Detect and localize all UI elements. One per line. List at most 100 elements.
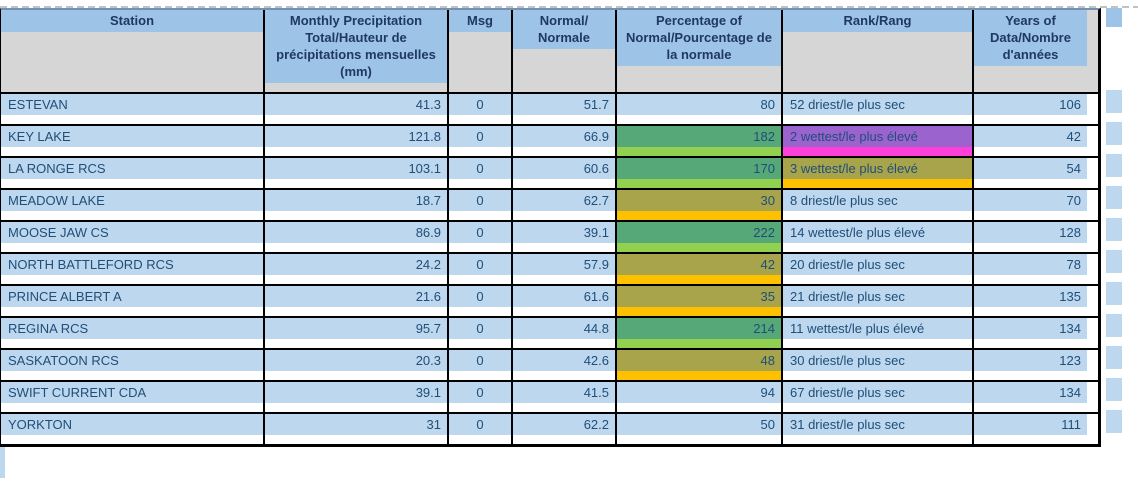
cell-precip[interactable]: 18.7 [265,190,449,220]
cell-precip[interactable]: 20.3 [265,350,449,380]
cell-msg[interactable]: 0 [449,158,513,188]
cell-pct[interactable]: 80 [617,94,783,124]
cell-msg[interactable]: 0 [449,350,513,380]
cell-pct[interactable]: 30 [617,190,783,220]
cell-value: 170 [617,158,781,179]
cell-value: 123 [974,350,1087,371]
cell-rank[interactable]: 2 wettest/le plus élevé [783,126,974,156]
cell-normal[interactable]: 44.8 [513,318,617,348]
column-header-7[interactable]: Years of Data/Nombre d'années [974,10,1087,92]
cell-value: 41.3 [265,94,447,115]
cell-station[interactable]: LA RONGE RCS [1,158,265,188]
cell-normal[interactable]: 57.9 [513,254,617,284]
cell-years[interactable]: 111 [974,414,1087,444]
cell-msg[interactable]: 0 [449,190,513,220]
cell-pct[interactable]: 50 [617,414,783,444]
cell-precip[interactable]: 24.2 [265,254,449,284]
cell-rank[interactable]: 31 driest/le plus sec [783,414,974,444]
cell-station[interactable]: MEADOW LAKE [1,190,265,220]
cell-color-strip [513,403,615,412]
cell-msg[interactable]: 0 [449,286,513,316]
cell-normal[interactable]: 66.9 [513,126,617,156]
cell-rank[interactable]: 14 wettest/le plus élevé [783,222,974,252]
cell-precip[interactable]: 41.3 [265,94,449,124]
cell-years[interactable]: 54 [974,158,1087,188]
table-row: YORKTON 31 0 62.2 50 31 driest/le plus sec 111 [1,412,1098,444]
cell-pct[interactable]: 35 [617,286,783,316]
cell-rank[interactable]: 30 driest/le plus sec [783,350,974,380]
cell-rank[interactable]: 21 driest/le plus sec [783,286,974,316]
cell-msg[interactable]: 0 [449,382,513,412]
cell-color-strip [265,435,447,444]
cell-years[interactable]: 123 [974,350,1087,380]
column-header-1[interactable]: Station [1,10,265,92]
cell-normal[interactable]: 42.6 [513,350,617,380]
cell-years[interactable]: 42 [974,126,1087,156]
cell-pct[interactable]: 214 [617,318,783,348]
cell-normal[interactable]: 62.2 [513,414,617,444]
cell-normal[interactable]: 60.6 [513,158,617,188]
cell-pct[interactable]: 222 [617,222,783,252]
cell-precip[interactable]: 95.7 [265,318,449,348]
cell-rank[interactable]: 67 driest/le plus sec [783,382,974,412]
cell-precip[interactable]: 121.8 [265,126,449,156]
cell-msg[interactable]: 0 [449,222,513,252]
cell-rank[interactable]: 3 wettest/le plus élevé [783,158,974,188]
cell-pct[interactable]: 42 [617,254,783,284]
cell-msg[interactable]: 0 [449,414,513,444]
cell-years[interactable]: 135 [974,286,1087,316]
fragment-row-block [1106,282,1122,305]
cell-pct[interactable]: 48 [617,350,783,380]
cell-msg[interactable]: 0 [449,126,513,156]
cell-station[interactable]: MOOSE JAW CS [1,222,265,252]
precipitation-table: Station Monthly Precipitation Total/Haute… [0,8,1101,447]
cell-station[interactable]: KEY LAKE [1,126,265,156]
table-row: MEADOW LAKE 18.7 0 62.7 30 8 driest/le plus s… [1,188,1098,220]
cell-precip[interactable]: 21.6 [265,286,449,316]
cell-color-strip [449,435,511,444]
cell-pct[interactable]: 182 [617,126,783,156]
cell-rank[interactable]: 52 driest/le plus sec [783,94,974,124]
cell-precip[interactable]: 86.9 [265,222,449,252]
cell-value: 106 [974,94,1087,115]
table-row: MOOSE JAW CS 86.9 0 39.1 222 14 wettest/le pl… [1,220,1098,252]
cell-station[interactable]: PRINCE ALBERT A [1,286,265,316]
cell-precip[interactable]: 103.1 [265,158,449,188]
cell-normal[interactable]: 41.5 [513,382,617,412]
fragment-row-block [1106,122,1122,145]
cell-normal[interactable]: 39.1 [513,222,617,252]
cell-rank[interactable]: 20 driest/le plus sec [783,254,974,284]
cell-station[interactable]: YORKTON [1,414,265,444]
cell-pct[interactable]: 170 [617,158,783,188]
cell-msg[interactable]: 0 [449,254,513,284]
cell-station[interactable]: REGINA RCS [1,318,265,348]
column-header-4[interactable]: Normal/ Normale [513,10,617,92]
column-header-6[interactable]: Rank/Rang [783,10,974,92]
cell-station[interactable]: SASKATOON RCS [1,350,265,380]
cell-rank[interactable]: 8 driest/le plus sec [783,190,974,220]
cell-years[interactable]: 106 [974,94,1087,124]
cell-years[interactable]: 134 [974,318,1087,348]
table-header-row: Station Monthly Precipitation Total/Haute… [1,10,1098,92]
cell-precip[interactable]: 31 [265,414,449,444]
cell-precip[interactable]: 39.1 [265,382,449,412]
cell-years[interactable]: 128 [974,222,1087,252]
cell-normal[interactable]: 51.7 [513,94,617,124]
column-header-5[interactable]: Percentage of Normal/Pourcentage de la n… [617,10,783,92]
cell-color-strip [974,403,1087,412]
cell-normal[interactable]: 62.7 [513,190,617,220]
column-header-3[interactable]: Msg [449,10,513,92]
cell-station[interactable]: ESTEVAN [1,94,265,124]
cell-years[interactable]: 134 [974,382,1087,412]
cell-station[interactable]: NORTH BATTLEFORD RCS [1,254,265,284]
cell-color-strip [1,243,263,252]
cell-years[interactable]: 78 [974,254,1087,284]
cell-years[interactable]: 70 [974,190,1087,220]
cell-pct[interactable]: 94 [617,382,783,412]
cell-msg[interactable]: 0 [449,318,513,348]
column-header-2[interactable]: Monthly Precipitation Total/Hauteur de p… [265,10,449,92]
cell-station[interactable]: SWIFT CURRENT CDA [1,382,265,412]
cell-msg[interactable]: 0 [449,94,513,124]
cell-rank[interactable]: 11 wettest/le plus élevé [783,318,974,348]
cell-normal[interactable]: 61.6 [513,286,617,316]
